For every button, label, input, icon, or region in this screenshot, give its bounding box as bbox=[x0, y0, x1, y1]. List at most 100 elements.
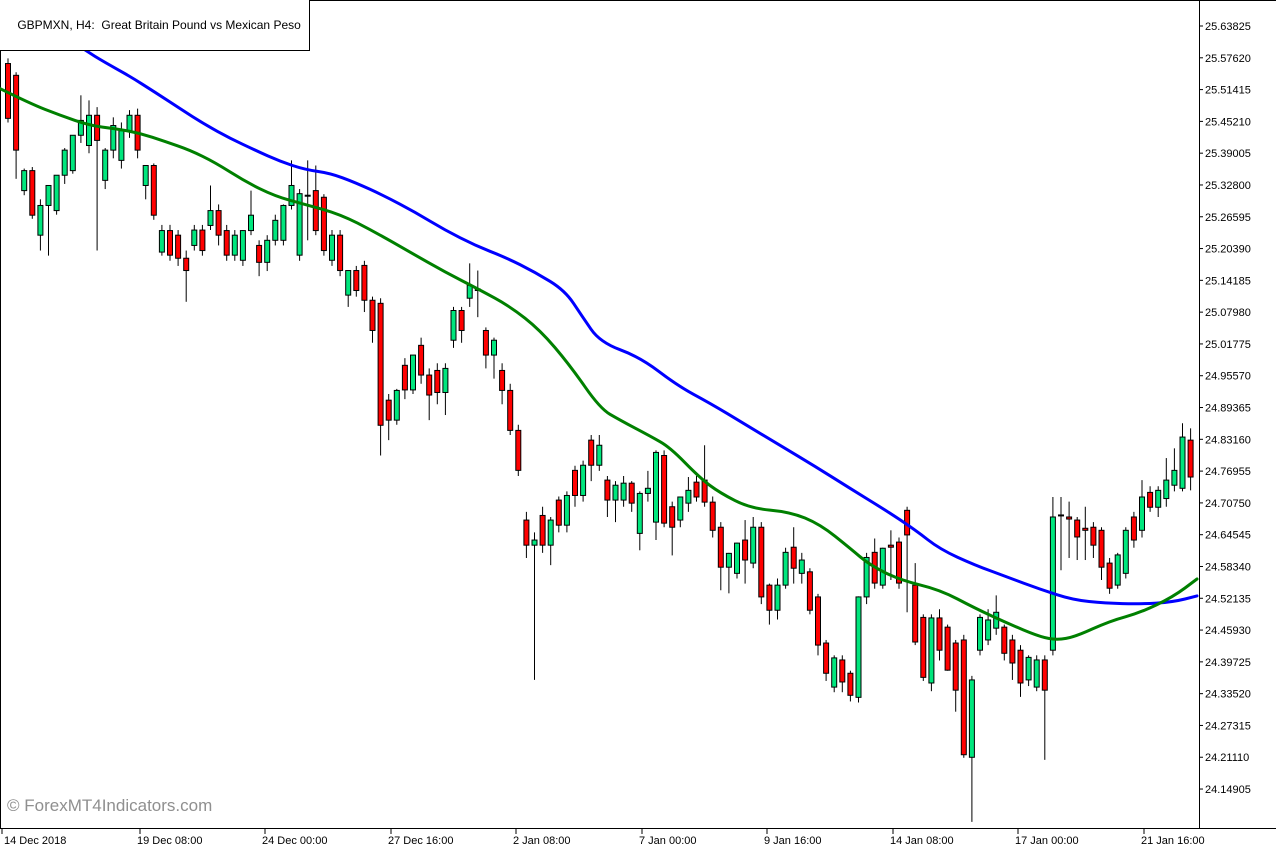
bear-candle bbox=[944, 626, 951, 671]
time-axis-label: 24 Dec 00:00 bbox=[262, 835, 327, 847]
bull-candle bbox=[677, 496, 684, 521]
price-axis-label: 25.32800 bbox=[1205, 180, 1251, 192]
bull-candle bbox=[563, 494, 570, 526]
bull-candle bbox=[977, 616, 983, 651]
bull-candle bbox=[288, 184, 295, 206]
time-axis-label: 17 Jan 00:00 bbox=[1015, 835, 1079, 847]
bear-candle bbox=[175, 234, 182, 259]
price-axis-label: 24.95570 bbox=[1205, 371, 1251, 383]
bear-candle bbox=[167, 230, 173, 256]
bull-candle bbox=[580, 464, 587, 496]
bull-candle bbox=[21, 170, 28, 192]
price-axis-label: 25.45210 bbox=[1205, 116, 1251, 128]
bull-candle bbox=[142, 164, 149, 186]
price-axis-label: 25.57620 bbox=[1205, 53, 1251, 65]
watermark-text: © ForexMT4Indicators.com bbox=[7, 796, 213, 815]
bear-candle bbox=[920, 616, 927, 678]
bear-candle bbox=[758, 526, 765, 598]
bear-candle bbox=[426, 374, 433, 396]
bear-candle bbox=[1147, 491, 1154, 508]
bear-candle bbox=[790, 546, 797, 569]
bear-candle bbox=[458, 310, 465, 331]
bear-candle bbox=[13, 74, 20, 151]
bear-candle bbox=[1082, 527, 1089, 531]
bear-candle bbox=[555, 499, 562, 526]
bull-candle bbox=[1122, 529, 1129, 574]
price-axis-label: 25.63825 bbox=[1205, 21, 1251, 33]
bull-candle bbox=[77, 119, 84, 136]
bull-candle bbox=[126, 114, 133, 132]
price-axis-label: 24.27315 bbox=[1205, 720, 1251, 732]
bull-candle bbox=[239, 230, 246, 261]
bear-candle bbox=[1041, 659, 1048, 691]
bull-candle bbox=[612, 484, 619, 501]
bull-candle bbox=[734, 542, 740, 574]
bull-candle bbox=[207, 210, 214, 226]
price-axis-label: 25.07980 bbox=[1205, 307, 1251, 319]
bear-candle bbox=[385, 399, 392, 421]
bull-candle bbox=[863, 556, 870, 598]
price-axis-label: 25.51415 bbox=[1205, 85, 1251, 97]
bear-candle bbox=[434, 369, 441, 393]
bear-candle bbox=[418, 344, 425, 376]
bull-candle bbox=[636, 492, 643, 534]
bear-candle bbox=[369, 299, 376, 331]
bear-candle bbox=[572, 469, 578, 496]
price-axis-label: 24.39725 bbox=[1205, 657, 1251, 669]
bull-candle bbox=[879, 547, 886, 586]
bear-candle bbox=[709, 501, 716, 531]
price-axis-label: 24.14905 bbox=[1205, 784, 1251, 796]
bull-candle bbox=[547, 519, 554, 546]
price-axis-label: 25.26595 bbox=[1205, 212, 1251, 224]
bear-candle bbox=[183, 257, 190, 272]
bull-candle bbox=[69, 134, 76, 172]
bull-candle bbox=[620, 482, 627, 501]
bear-candle bbox=[1066, 516, 1073, 520]
bear-candle bbox=[742, 539, 749, 561]
bull-candle bbox=[968, 679, 975, 758]
time-axis-label: 19 Dec 08:00 bbox=[137, 835, 202, 847]
bear-candle bbox=[952, 642, 959, 691]
bear-candle bbox=[1009, 639, 1016, 664]
bull-candle bbox=[644, 487, 651, 494]
bull-candle bbox=[774, 584, 781, 611]
bear-candle bbox=[936, 617, 943, 651]
bull-candle bbox=[1058, 514, 1064, 517]
price-axis-label: 24.58340 bbox=[1205, 561, 1251, 573]
bear-candle bbox=[507, 389, 514, 431]
fast-ma-line bbox=[0, 87, 1199, 641]
bear-candle bbox=[150, 164, 157, 216]
bull-candle bbox=[442, 367, 449, 393]
bear-candle bbox=[539, 514, 546, 546]
bear-candle bbox=[312, 190, 319, 232]
bull-candle bbox=[531, 539, 538, 546]
bull-candle bbox=[1025, 656, 1032, 681]
time-axis-label: 27 Dec 16:00 bbox=[388, 835, 453, 847]
bear-candle bbox=[337, 234, 344, 272]
price-axis-label: 24.33520 bbox=[1205, 689, 1251, 701]
time-axis-label: 14 Dec 2018 bbox=[4, 835, 66, 847]
bull-candle bbox=[653, 451, 659, 523]
bull-candle bbox=[61, 149, 68, 176]
bull-candle bbox=[304, 194, 311, 197]
bull-candle bbox=[102, 149, 109, 181]
bull-candle bbox=[1171, 469, 1178, 486]
bear-candle bbox=[1001, 626, 1008, 654]
bull-candle bbox=[985, 619, 992, 641]
bear-candle bbox=[1074, 519, 1081, 538]
bull-candle bbox=[191, 229, 198, 246]
bear-candle bbox=[1098, 529, 1105, 568]
bull-candle bbox=[725, 552, 732, 568]
price-axis-label: 25.39005 bbox=[1205, 148, 1251, 160]
bear-candle bbox=[1187, 439, 1194, 478]
bull-candle bbox=[158, 230, 165, 253]
bear-candle bbox=[29, 170, 36, 216]
time-axis-label: 9 Jan 16:00 bbox=[764, 835, 822, 847]
bull-candle bbox=[798, 559, 805, 574]
bull-candle bbox=[53, 174, 60, 212]
bear-candle bbox=[628, 482, 635, 504]
bear-candle bbox=[482, 329, 489, 356]
bull-candle bbox=[1179, 436, 1186, 489]
bull-candle bbox=[831, 657, 838, 688]
